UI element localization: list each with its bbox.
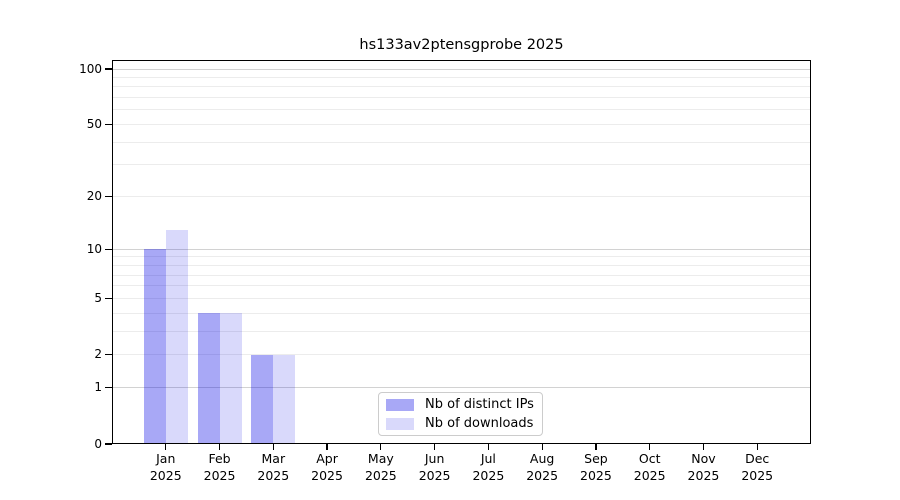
x-tick-month-jan: Jan bbox=[156, 451, 176, 466]
x-tick-label-aug: Aug 2025 bbox=[512, 451, 572, 484]
x-tick-label-jan: Jan 2025 bbox=[136, 451, 196, 484]
chart-title: hs133av2ptensgprobe 2025 bbox=[359, 37, 564, 53]
x-tick-month-mar: Mar bbox=[261, 451, 286, 466]
gridline-minor-70 bbox=[112, 97, 811, 99]
x-tick-label-may: May 2025 bbox=[351, 451, 411, 484]
gridline-major-10 bbox=[112, 248, 811, 250]
plot-area bbox=[112, 60, 811, 444]
bar-nb-of-downloads-jan bbox=[165, 229, 188, 444]
bar-nb-of-distinct-ips-mar bbox=[251, 354, 274, 444]
x-tick-year-may: 2025 bbox=[364, 467, 397, 483]
x-tick-month-oct: Oct bbox=[638, 451, 661, 466]
x-tick-mark-jun bbox=[433, 444, 436, 450]
x-tick-month-may: May bbox=[367, 451, 394, 466]
x-tick-year-jan: 2025 bbox=[149, 467, 182, 483]
y-tick-mark-20 bbox=[105, 195, 112, 198]
x-tick-mark-mar bbox=[272, 444, 274, 450]
x-tick-label-nov: Nov 2025 bbox=[673, 451, 733, 484]
gridline-minor-60 bbox=[112, 109, 811, 111]
x-tick-year-jul: 2025 bbox=[472, 467, 505, 483]
x-tick-month-dec: Dec bbox=[745, 451, 770, 466]
x-tick-year-nov: 2025 bbox=[687, 467, 720, 483]
x-tick-month-sep: Sep bbox=[584, 451, 608, 466]
x-tick-mark-dec bbox=[756, 444, 758, 450]
gridline-minor-3 bbox=[112, 330, 811, 332]
gridline-major-1 bbox=[112, 387, 811, 389]
x-tick-month-jun: Jun bbox=[424, 451, 445, 466]
gridline-minor-50 bbox=[112, 124, 811, 126]
x-tick-year-oct: 2025 bbox=[633, 467, 666, 483]
x-tick-label-sep: Sep 2025 bbox=[566, 451, 626, 484]
y-tick-label-5: 5 bbox=[94, 290, 102, 305]
x-tick-month-nov: Nov bbox=[691, 451, 716, 466]
gridline-minor-2 bbox=[112, 354, 811, 356]
bar-nb-of-distinct-ips-jan bbox=[143, 249, 166, 444]
y-tick-mark-2 bbox=[105, 354, 112, 356]
gridline-minor-40 bbox=[112, 141, 811, 143]
gridline-major-100 bbox=[112, 68, 811, 70]
x-tick-year-jun: 2025 bbox=[418, 467, 451, 483]
y-tick-label-2: 2 bbox=[94, 347, 102, 362]
legend-label-distinct-ips: Nb of distinct IPs bbox=[425, 397, 534, 412]
gridline-minor-20 bbox=[112, 196, 811, 198]
x-tick-month-aug: Aug bbox=[529, 451, 555, 466]
x-tick-year-dec: 2025 bbox=[741, 467, 774, 483]
x-tick-year-sep: 2025 bbox=[580, 467, 612, 483]
legend-swatch-distinct-ips bbox=[386, 398, 414, 411]
y-tick-label-100: 100 bbox=[79, 61, 102, 76]
legend-label-downloads: Nb of downloads bbox=[425, 416, 534, 431]
y-tick-mark-100 bbox=[105, 68, 112, 70]
gridline-minor-8 bbox=[112, 264, 811, 266]
x-tick-mark-feb bbox=[218, 444, 221, 450]
y-tick-label-10: 10 bbox=[86, 241, 102, 256]
x-tick-mark-sep bbox=[595, 444, 597, 450]
x-tick-label-mar: Mar 2025 bbox=[243, 451, 303, 484]
legend-swatch-downloads bbox=[386, 417, 414, 430]
x-tick-label-dec: Dec 2025 bbox=[727, 451, 787, 484]
bar-nb-of-downloads-mar bbox=[273, 354, 296, 444]
x-tick-month-apr: Apr bbox=[316, 451, 338, 466]
gridline-minor-6 bbox=[112, 285, 811, 287]
x-tick-year-aug: 2025 bbox=[526, 467, 559, 483]
bar-nb-of-distinct-ips-feb bbox=[197, 313, 220, 444]
legend: Nb of distinct IPs Nb of downloads bbox=[378, 392, 543, 436]
y-tick-label-1: 1 bbox=[94, 380, 102, 395]
gridline-minor-7 bbox=[112, 274, 811, 276]
x-tick-label-jul: Jul 2025 bbox=[458, 451, 518, 484]
x-tick-mark-jan bbox=[165, 444, 167, 450]
y-tick-mark-1 bbox=[105, 387, 112, 389]
legend-row: Nb of distinct IPs bbox=[379, 397, 542, 412]
x-tick-year-apr: 2025 bbox=[311, 467, 343, 483]
gridline-minor-5 bbox=[112, 297, 811, 299]
gridline-minor-4 bbox=[112, 312, 811, 314]
y-tick-label-20: 20 bbox=[86, 189, 102, 204]
legend-row: Nb of downloads bbox=[379, 416, 542, 431]
x-tick-label-feb: Feb 2025 bbox=[190, 451, 250, 484]
gridline-minor-90 bbox=[112, 76, 811, 78]
x-tick-mark-aug bbox=[541, 444, 543, 450]
x-tick-label-jun: Jun 2025 bbox=[405, 451, 465, 484]
x-tick-mark-may bbox=[380, 444, 382, 450]
y-tick-mark-5 bbox=[105, 297, 112, 300]
x-tick-label-apr: Apr 2025 bbox=[297, 451, 357, 484]
x-tick-month-feb: Feb bbox=[208, 451, 231, 466]
gridline-minor-80 bbox=[112, 86, 811, 88]
x-tick-month-jul: Jul bbox=[480, 451, 496, 466]
gridline-minor-30 bbox=[112, 164, 811, 166]
x-tick-label-oct: Oct 2025 bbox=[620, 451, 680, 484]
y-tick-label-0: 0 bbox=[94, 436, 102, 451]
x-tick-mark-oct bbox=[649, 444, 651, 450]
x-tick-year-feb: 2025 bbox=[203, 467, 236, 483]
y-tick-mark-50 bbox=[105, 123, 112, 126]
y-tick-mark-10 bbox=[105, 248, 112, 250]
x-tick-year-mar: 2025 bbox=[257, 467, 290, 483]
gridline-minor-9 bbox=[112, 256, 811, 258]
x-tick-mark-nov bbox=[702, 444, 705, 450]
x-tick-mark-apr bbox=[326, 444, 328, 450]
x-tick-mark-jul bbox=[487, 444, 490, 450]
y-tick-mark-0 bbox=[105, 443, 112, 445]
bar-nb-of-downloads-feb bbox=[219, 313, 242, 444]
y-tick-label-50: 50 bbox=[86, 117, 102, 132]
